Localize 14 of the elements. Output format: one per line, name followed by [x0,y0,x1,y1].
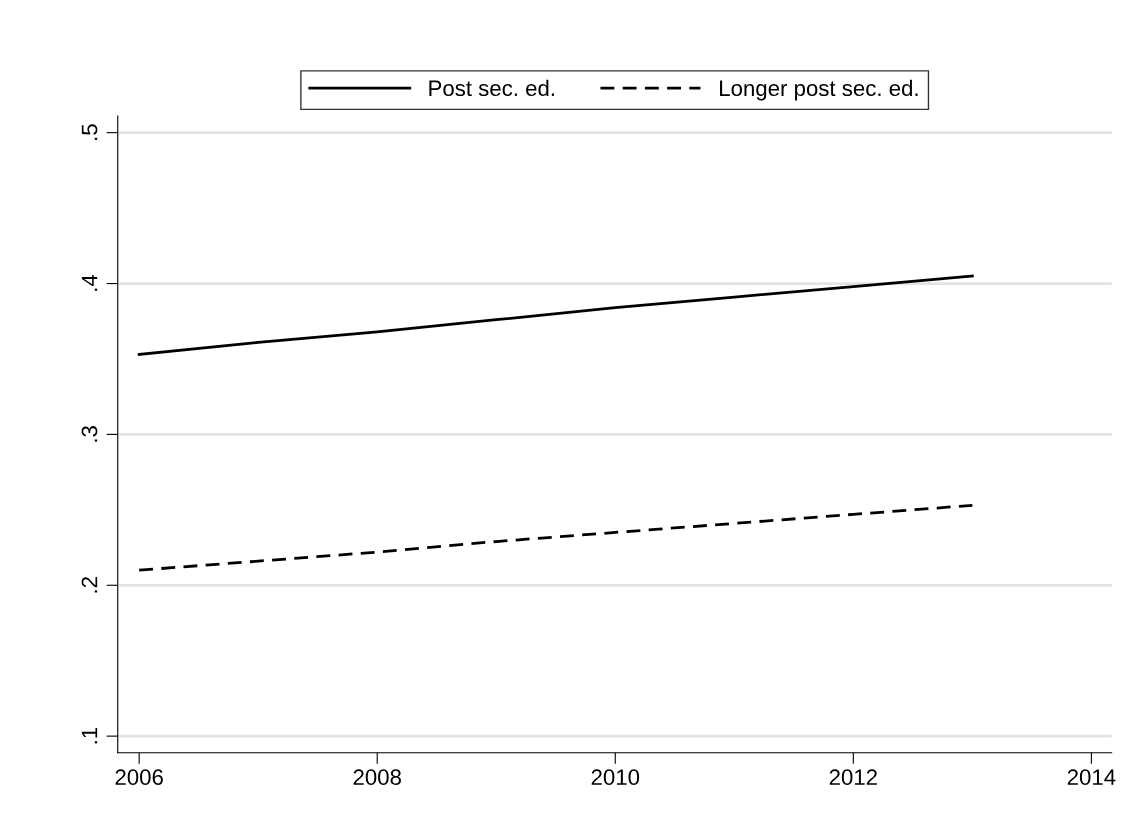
x-tick-label: 2014 [1067,769,1116,786]
line-series [137,503,974,572]
x-tick-label: 2006 [115,769,163,786]
line-series [137,274,974,356]
y-tick-label: .4 [81,274,98,291]
y-tick-label: .2 [81,577,98,593]
legend-label: Post sec. ed. [429,79,554,97]
y-tick-label: .5 [81,124,98,140]
x-tick-label: 2010 [591,769,640,786]
x-tick-label: 2008 [353,769,401,786]
x-tick-label: 2012 [829,769,877,786]
y-tick-label: .1 [81,727,98,744]
legend-label: Longer post sec. ed. [720,79,918,101]
y-tick-label: .3 [81,426,98,442]
